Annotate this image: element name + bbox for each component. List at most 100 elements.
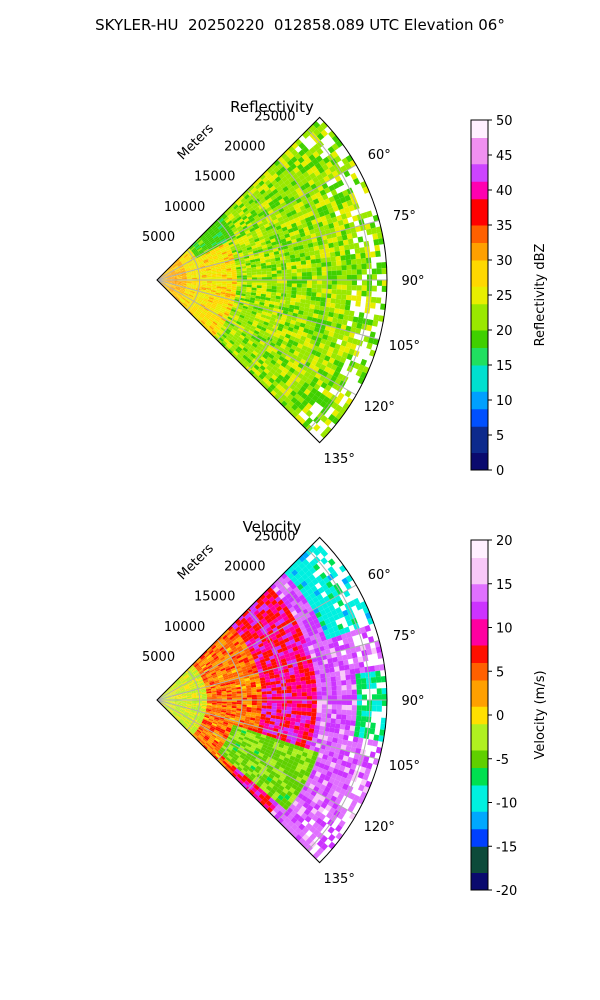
reflectivity-cell bbox=[210, 240, 216, 245]
reflectivity-cell bbox=[256, 334, 263, 340]
reflectivity-cell bbox=[198, 307, 204, 312]
reflectivity-cell bbox=[202, 324, 208, 330]
reflectivity-cell bbox=[249, 217, 256, 223]
reflectivity-cell bbox=[241, 310, 247, 315]
reflectivity-cell bbox=[350, 259, 357, 265]
reflectivity-cell bbox=[283, 217, 290, 224]
velocity-cell bbox=[290, 714, 297, 719]
reflectivity-cell bbox=[351, 264, 357, 270]
reflectivity-cell bbox=[375, 297, 382, 304]
reflectivity-cell bbox=[303, 212, 310, 219]
reflectivity-cell bbox=[290, 297, 296, 302]
reflectivity-cell bbox=[203, 316, 209, 321]
reflectivity-cell bbox=[216, 274, 222, 277]
reflectivity-cell bbox=[311, 158, 319, 166]
reflectivity-cell bbox=[257, 211, 264, 218]
reflectivity-cell bbox=[201, 283, 207, 286]
reflectivity-cell bbox=[252, 203, 259, 210]
reflectivity-cell bbox=[309, 146, 317, 155]
reflectivity-cell bbox=[219, 260, 225, 264]
reflectivity-cell bbox=[350, 253, 356, 260]
reflectivity-cell bbox=[236, 266, 242, 270]
reflectivity-cell bbox=[287, 176, 295, 184]
velocity-cell bbox=[337, 733, 344, 740]
velocity-cell bbox=[336, 700, 342, 705]
reflectivity-cell bbox=[284, 300, 291, 305]
reflectivity-cell bbox=[337, 219, 344, 227]
reflectivity-cell bbox=[216, 315, 222, 320]
reflectivity-cell bbox=[185, 299, 191, 303]
reflectivity-cell bbox=[206, 328, 212, 334]
reflectivity-cell bbox=[236, 338, 242, 344]
reflectivity-cell bbox=[287, 228, 294, 234]
reflectivity-cell bbox=[245, 296, 251, 300]
reflectivity-cell bbox=[238, 343, 245, 350]
reflectivity-cell bbox=[266, 325, 273, 331]
reflectivity-cell bbox=[191, 273, 197, 276]
reflectivity-cell bbox=[336, 275, 342, 280]
reflectivity-cell bbox=[262, 377, 269, 384]
reflectivity-cell bbox=[170, 285, 176, 288]
reflectivity-cell bbox=[171, 273, 177, 276]
velocity-cell bbox=[246, 704, 252, 708]
colorbar-swatch bbox=[471, 443, 488, 453]
reflectivity-cell bbox=[160, 283, 165, 287]
reflectivity-cell bbox=[296, 211, 304, 217]
reflectivity-cell bbox=[346, 284, 352, 291]
reflectivity-cell bbox=[331, 280, 337, 285]
reflectivity-cell bbox=[276, 283, 282, 287]
velocity-cell bbox=[261, 702, 267, 706]
reflectivity-cell bbox=[323, 209, 330, 216]
reflectivity-cell bbox=[311, 394, 319, 402]
reflectivity-cell bbox=[328, 242, 334, 249]
reflectivity-cell bbox=[225, 211, 232, 217]
velocity-cell bbox=[276, 703, 282, 707]
reflectivity-cell bbox=[220, 228, 226, 233]
reflectivity-cell bbox=[245, 244, 252, 249]
reflectivity-cell bbox=[166, 281, 172, 283]
reflectivity-cell bbox=[179, 299, 184, 304]
reflectivity-cell bbox=[231, 289, 237, 293]
reflectivity-cell bbox=[172, 264, 178, 269]
reflectivity-cell bbox=[251, 322, 258, 328]
reflectivity-cell bbox=[271, 289, 277, 293]
reflectivity-cell bbox=[216, 283, 222, 286]
velocity-cell bbox=[291, 710, 297, 715]
reflectivity-cell bbox=[211, 302, 218, 307]
velocity-cell bbox=[340, 675, 346, 681]
reflectivity-cell bbox=[185, 269, 191, 272]
reflectivity-cell bbox=[258, 235, 265, 241]
reflectivity-cell bbox=[278, 334, 285, 341]
reflectivity-cell bbox=[285, 296, 291, 302]
reflectivity-cell bbox=[216, 287, 222, 291]
reflectivity-cell bbox=[234, 258, 240, 262]
reflectivity-cell bbox=[303, 371, 311, 379]
reflectivity-cell bbox=[230, 291, 237, 295]
reflectivity-cell bbox=[280, 223, 287, 229]
velocity-cell bbox=[321, 686, 327, 692]
reflectivity-cell bbox=[226, 249, 232, 254]
reflectivity-cell bbox=[244, 352, 251, 358]
reflectivity-cell bbox=[171, 284, 177, 287]
velocity-cell bbox=[340, 719, 346, 725]
reflectivity-cell bbox=[351, 274, 357, 280]
reflectivity-cell bbox=[185, 267, 190, 270]
velocity-cell bbox=[256, 694, 262, 698]
reflectivity-cell bbox=[295, 257, 301, 262]
reflectivity-cell bbox=[215, 264, 221, 268]
reflectivity-cell bbox=[202, 230, 208, 236]
reflectivity-cell bbox=[179, 267, 185, 271]
velocity-cell bbox=[251, 694, 257, 698]
reflectivity-cell bbox=[274, 377, 282, 384]
velocity-cell bbox=[336, 709, 342, 715]
reflectivity-cell bbox=[238, 195, 245, 201]
reflectivity-cell bbox=[230, 245, 236, 250]
reflectivity-cell bbox=[237, 249, 243, 254]
velocity-cell bbox=[231, 703, 237, 707]
reflectivity-cell bbox=[320, 171, 328, 179]
reflectivity-cell bbox=[214, 237, 220, 242]
colorbar-swatch bbox=[471, 347, 488, 357]
reflectivity-cell bbox=[325, 257, 332, 263]
reflectivity-cell bbox=[209, 307, 215, 312]
reflectivity-cell bbox=[371, 268, 377, 275]
